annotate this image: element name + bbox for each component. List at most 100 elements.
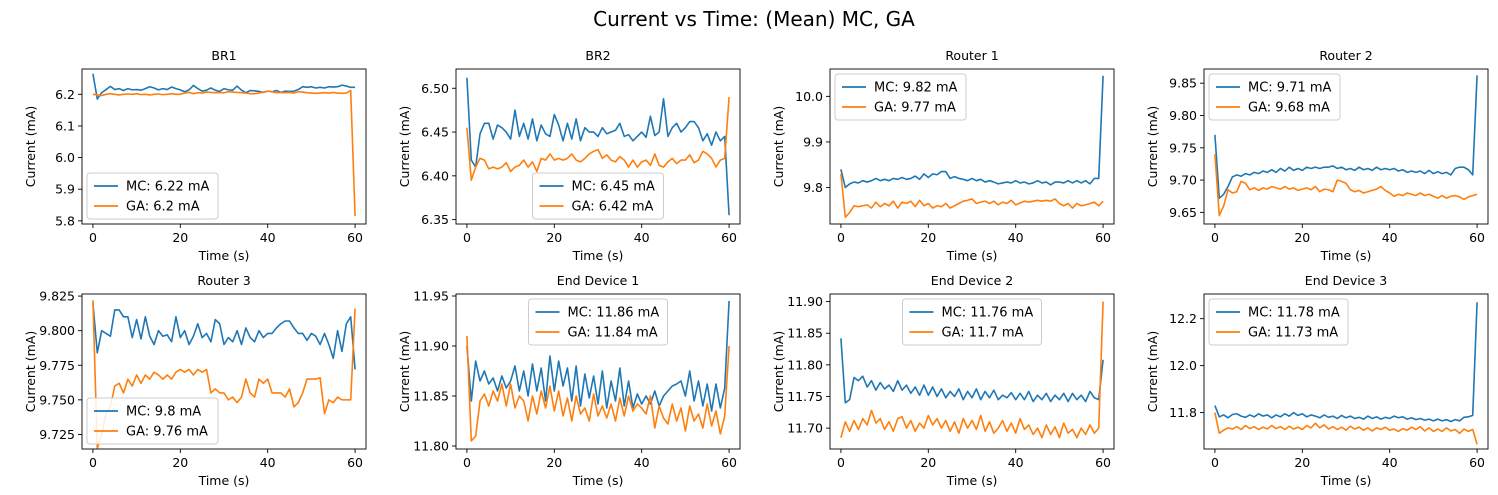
legend: MC: 6.22 mA GA: 6.2 mA	[86, 172, 219, 220]
x-axis-label: Time (s)	[572, 248, 624, 263]
y-axis-label: Current (mA)	[771, 331, 786, 412]
figure-title: Current vs Time: (Mean) MC, GA	[593, 7, 915, 31]
y-tick-label: 9.65	[1169, 205, 1197, 220]
x-tick-label: 40	[1382, 230, 1398, 245]
legend-entry-ga: GA: 11.7 mA	[942, 326, 1024, 341]
legend-entry-ga: GA: 6.42 mA	[572, 200, 654, 215]
y-tick-label: 5.9	[55, 182, 75, 197]
y-tick-label: 9.725	[39, 427, 75, 442]
y-tick-label: 12.0	[1169, 358, 1197, 373]
x-tick-label: 0	[837, 455, 845, 470]
plot-frame	[1203, 68, 1489, 225]
x-tick-label: 40	[260, 455, 276, 470]
y-tick-label: 6.0	[55, 150, 75, 165]
x-tick-label: 60	[1095, 455, 1111, 470]
series-line-mc	[92, 73, 356, 100]
x-tick-label: 0	[1211, 230, 1219, 245]
series-line-mc	[840, 75, 1104, 189]
legend-box	[1208, 73, 1341, 121]
x-tick-label: 20	[1294, 230, 1310, 245]
x-tick-label: 0	[837, 230, 845, 245]
legend-entry-mc: MC: 9.82 mA	[874, 81, 958, 96]
y-tick-label: 9.80	[1169, 108, 1197, 123]
y-tick-label: 6.35	[421, 212, 449, 227]
x-tick-label: 40	[634, 455, 650, 470]
subplot-title: End Device 3	[1305, 273, 1387, 288]
subplot-title: BR1	[211, 48, 236, 63]
plot-frame	[81, 68, 367, 225]
series-line-mc	[466, 77, 730, 216]
subplot-title: Router 1	[945, 48, 998, 63]
y-tick-label: 6.1	[55, 118, 75, 133]
y-tick-label: 9.750	[39, 392, 75, 407]
subplot-title: Router 2	[1319, 48, 1372, 63]
x-tick-label: 60	[347, 455, 363, 470]
x-tick-label: 40	[634, 230, 650, 245]
y-axis-label: Current (mA)	[23, 106, 38, 187]
plot-frame	[455, 68, 741, 225]
x-axis-label: Time (s)	[946, 473, 998, 488]
series-line-ga	[92, 89, 356, 217]
legend-box	[1208, 298, 1349, 346]
subplot-1: 0 20 40 60 6.35 6.40 6.45 6.50 BR2 Time (s) Curren…	[397, 48, 741, 263]
y-tick-label: 11.90	[413, 339, 449, 354]
x-tick-label: 20	[546, 455, 562, 470]
subplot-5: 0 20 40 60 11.80 11.85 11.90 11.95 End Device 1 T…	[397, 273, 741, 488]
legend-entry-mc: MC: 11.78 mA	[1248, 306, 1340, 321]
series-line-ga	[840, 301, 1104, 439]
y-axis-label: Current (mA)	[397, 331, 412, 412]
y-tick-label: 6.40	[421, 168, 449, 183]
legend-entry-ga: GA: 9.77 mA	[874, 101, 956, 116]
y-tick-label: 11.90	[787, 294, 823, 309]
series-line-mc	[840, 338, 1104, 404]
legend-box	[86, 172, 219, 220]
x-tick-label: 20	[172, 230, 188, 245]
legend-entry-ga: GA: 9.68 mA	[1248, 101, 1330, 116]
legend-box	[86, 397, 219, 445]
x-axis-label: Time (s)	[1320, 248, 1372, 263]
plot-frame	[455, 293, 741, 450]
x-tick-label: 60	[347, 230, 363, 245]
series-line-ga	[1214, 154, 1478, 217]
legend-entry-ga: GA: 9.76 mA	[126, 425, 208, 440]
y-tick-label: 9.70	[1169, 173, 1197, 188]
y-tick-label: 12.2	[1169, 311, 1197, 326]
x-axis-label: Time (s)	[1320, 473, 1372, 488]
x-tick-label: 0	[1211, 455, 1219, 470]
series-line-ga	[840, 173, 1104, 218]
y-axis-label: Current (mA)	[23, 331, 38, 412]
y-tick-label: 11.8	[1169, 405, 1197, 420]
y-tick-label: 11.75	[787, 389, 823, 404]
plot-frame	[829, 68, 1115, 225]
y-tick-label: 6.2	[55, 87, 75, 102]
legend: MC: 9.82 mA GA: 9.77 mA	[834, 73, 967, 121]
subplot-7: 0 20 40 60 11.8 12.0 12.2 End Device 3 Time (s) C…	[1145, 273, 1489, 488]
x-tick-label: 20	[546, 230, 562, 245]
legend-entry-mc: MC: 6.45 mA	[572, 180, 656, 195]
y-axis-label: Current (mA)	[397, 106, 412, 187]
y-tick-label: 11.85	[413, 389, 449, 404]
x-tick-label: 20	[172, 455, 188, 470]
legend-entry-ga: GA: 6.2 mA	[126, 200, 200, 215]
subplot-4: 0 20 40 60 9.725 9.750 9.775 9.800 9.825 Router 3…	[23, 273, 367, 488]
subplot-title: BR2	[585, 48, 610, 63]
y-axis-label: Current (mA)	[1145, 106, 1160, 187]
subplot-2: 0 20 40 60 9.8 9.9 10.0 Router 1 Time (s) Current…	[771, 48, 1115, 263]
y-tick-label: 11.95	[413, 289, 449, 304]
legend: MC: 11.76 mA GA: 11.7 mA	[902, 298, 1042, 346]
legend-entry-ga: GA: 11.73 mA	[1248, 326, 1338, 341]
y-tick-label: 9.9	[803, 134, 823, 149]
series-line-mc	[466, 300, 730, 412]
series-line-mc	[92, 302, 356, 370]
subplot-3: 0 20 40 60 9.65 9.70 9.75 9.80 9.85 Router 2 Time …	[1145, 48, 1489, 263]
legend-box	[834, 73, 967, 121]
y-tick-label: 10.0	[795, 89, 823, 104]
series-line-mc	[1214, 75, 1478, 199]
subplot-title: Router 3	[197, 273, 250, 288]
x-tick-label: 60	[1469, 455, 1485, 470]
legend: MC: 9.71 mA GA: 9.68 mA	[1208, 73, 1341, 121]
x-tick-label: 60	[1095, 230, 1111, 245]
x-tick-label: 0	[89, 230, 97, 245]
subplot-title: End Device 2	[931, 273, 1013, 288]
